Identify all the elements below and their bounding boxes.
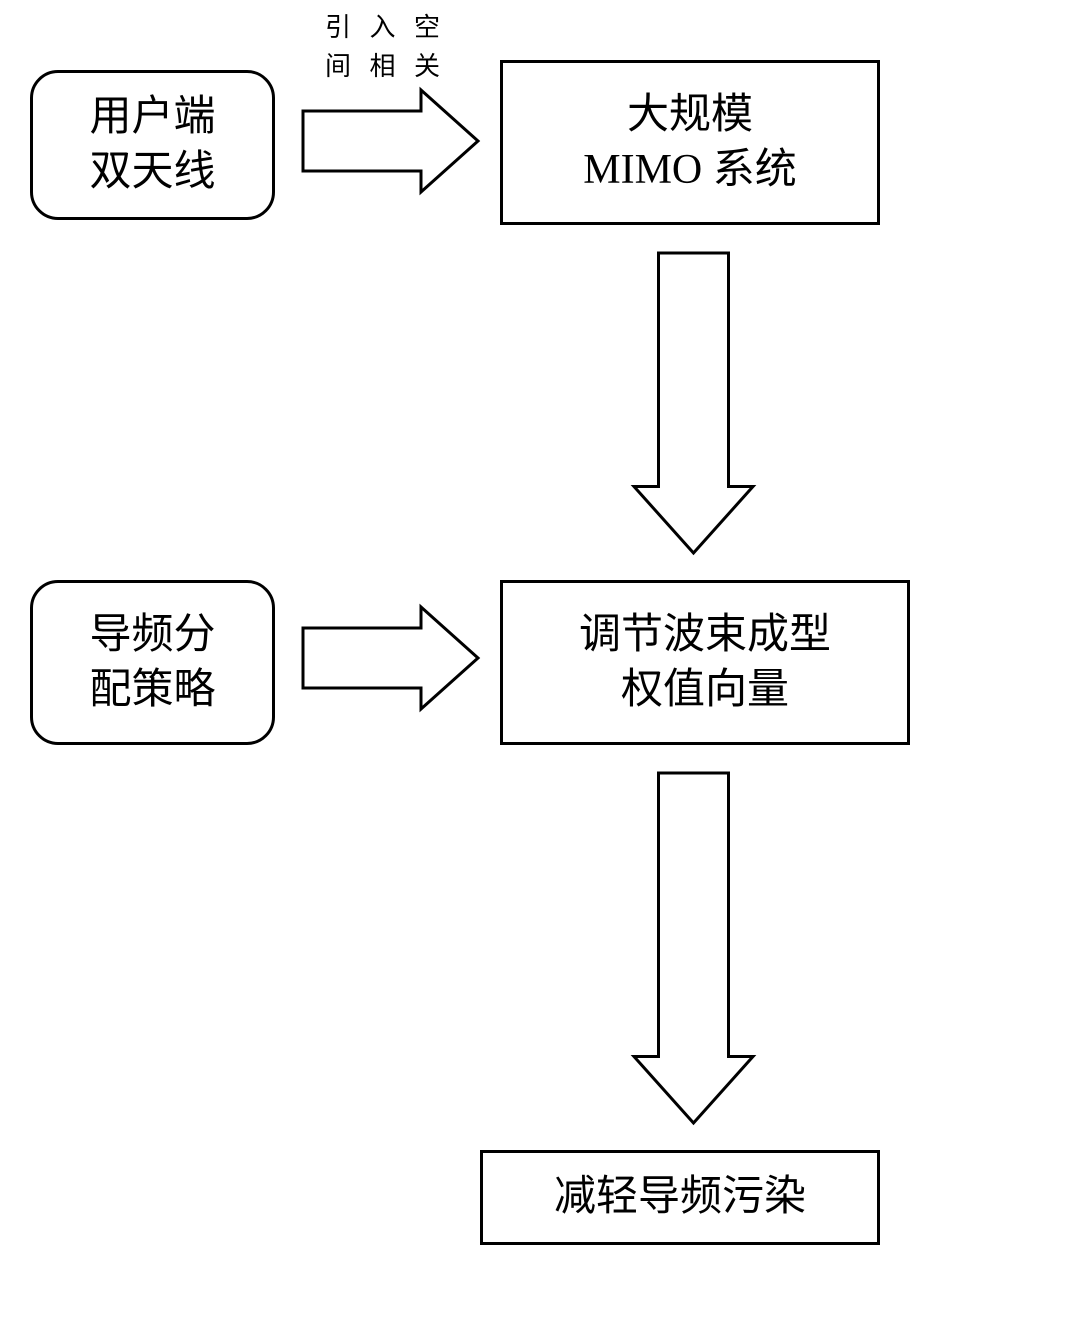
node-pilot-allocation-label: 导频分配策略: [89, 608, 215, 717]
arrow-a3: [300, 604, 481, 712]
arrow-a2: [631, 250, 756, 556]
node-beamforming-label: 调节波束成型权值向量: [579, 608, 831, 717]
node-mimo-system-label: 大规模MIMO 系统: [583, 88, 797, 197]
node-mimo-system: 大规模MIMO 系统: [500, 60, 880, 225]
node-pilot-allocation: 导频分配策略: [30, 580, 275, 745]
node-beamforming: 调节波束成型权值向量: [500, 580, 910, 745]
arrow-a1: [300, 87, 481, 195]
arrow-a1-label: 引 入 空间 相 关: [325, 8, 446, 86]
node-mitigate-label: 减轻导频污染: [554, 1170, 806, 1225]
node-user-antenna: 用户端双天线: [30, 70, 275, 220]
node-mitigate: 减轻导频污染: [480, 1150, 880, 1245]
node-user-antenna-label: 用户端双天线: [89, 90, 215, 199]
arrow-a4: [631, 770, 756, 1126]
